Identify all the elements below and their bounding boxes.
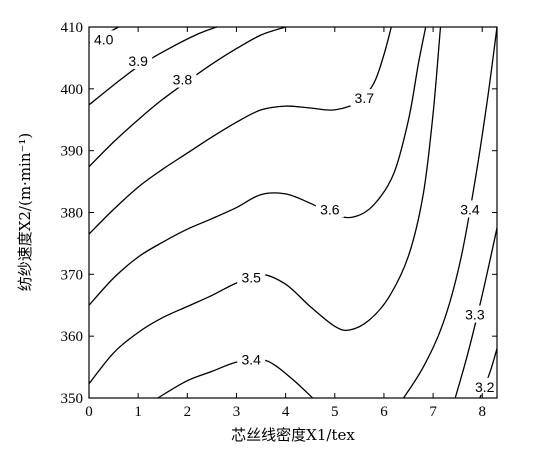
y-tick-label: 380	[61, 206, 84, 222]
contour-label-8: 3.3	[465, 307, 485, 323]
contour-label-5: 3.5	[241, 269, 261, 285]
contour-line-7	[403, 26, 498, 399]
x-tick-label: 3	[233, 404, 241, 420]
y-tick-label: 410	[61, 20, 84, 36]
x-tick-label: 4	[282, 404, 290, 420]
contour-labels: 4.0 3.9 3.8 3.7 3.6 3.5 3.4 3.4 3.3 3.2	[89, 30, 499, 395]
x-tick-label: 6	[380, 404, 388, 420]
x-axis: 0 1 2 3 4 5 6 7 8	[85, 27, 486, 420]
y-axis: 350 360 370 380 390 400 410	[61, 20, 497, 407]
contour-label-bg-7	[455, 200, 484, 218]
y-axis-title: 纺纱速度X2/(m·min⁻¹)	[16, 133, 34, 292]
contour-line-4	[88, 26, 427, 306]
x-tick-label: 7	[429, 404, 437, 420]
contour-label-bg-5	[237, 268, 266, 286]
contour-line-5	[88, 26, 442, 385]
contour-line-3	[88, 26, 392, 235]
y-tick-label: 350	[61, 391, 84, 407]
contour-label-bg-6	[237, 350, 266, 368]
contour-label-4: 3.6	[320, 201, 340, 217]
contour-label-bg-4	[315, 200, 344, 218]
contour-label-6: 3.4	[241, 352, 261, 368]
contour-line-2	[88, 26, 286, 168]
contour-label-bg-1	[124, 52, 153, 70]
y-tick-label: 390	[61, 144, 84, 160]
y-tick-label: 360	[61, 329, 84, 345]
contour-label-bg-8	[460, 305, 489, 323]
y-tick-label: 370	[61, 267, 84, 283]
contour-label-0: 4.0	[94, 31, 114, 47]
contour-label-bg-9	[470, 377, 499, 395]
contour-label-9: 3.2	[475, 379, 495, 395]
contour-label-7: 3.4	[460, 201, 480, 217]
contour-label-bg-2	[168, 70, 197, 88]
x-axis-title: 芯丝线密度X1/tex	[231, 426, 355, 444]
contour-label-2: 3.8	[173, 72, 193, 88]
contour-line-6	[157, 358, 314, 399]
x-tick-label: 8	[479, 404, 487, 420]
contour-label-3: 3.7	[355, 90, 375, 106]
y-axis-title-text: 纺纱速度X2/(m·min⁻¹)	[16, 133, 34, 292]
x-tick-label: 5	[331, 404, 339, 420]
contour-lines	[88, 26, 498, 399]
x-tick-label: 1	[134, 404, 142, 420]
contour-label-bg-0	[89, 30, 118, 48]
contour-label-1: 3.9	[128, 53, 148, 69]
x-tick-label: 2	[184, 404, 192, 420]
contour-line-8	[454, 227, 498, 399]
y-tick-label: 400	[61, 82, 84, 98]
x-tick-label: 0	[85, 404, 93, 420]
x-axis-title-text: 芯丝线密度X1/tex	[231, 426, 355, 444]
contour-line-1	[88, 26, 218, 106]
contour-label-bg-3	[350, 89, 379, 107]
